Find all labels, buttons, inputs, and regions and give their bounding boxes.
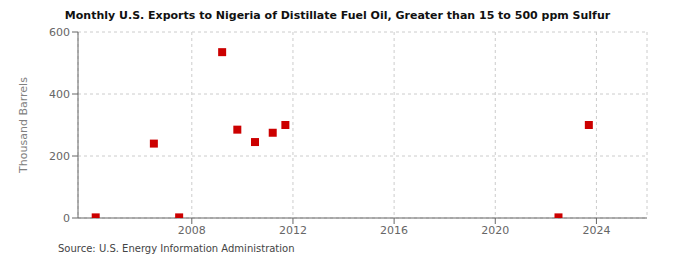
svg-text:0: 0 (63, 212, 70, 225)
svg-text:2016: 2016 (380, 224, 408, 237)
svg-text:2020: 2020 (481, 224, 509, 237)
html-text:Source: U.S. Energy Informatio: Source: U.S. Energy Information Administ… (58, 243, 295, 254)
svg-text:600: 600 (49, 26, 70, 39)
svg-text:2008: 2008 (178, 224, 206, 237)
svg-text:400: 400 (49, 88, 70, 101)
svg-text:2012: 2012 (279, 224, 307, 237)
svg-text:2024: 2024 (582, 224, 610, 237)
html-text:Monthly U.S. Exports to Nigeri: Monthly U.S. Exports to Nigeria of Disti… (64, 9, 611, 22)
svg-text:Thousand Barrels: Thousand Barrels (17, 77, 30, 174)
svg-text:200: 200 (49, 150, 70, 163)
